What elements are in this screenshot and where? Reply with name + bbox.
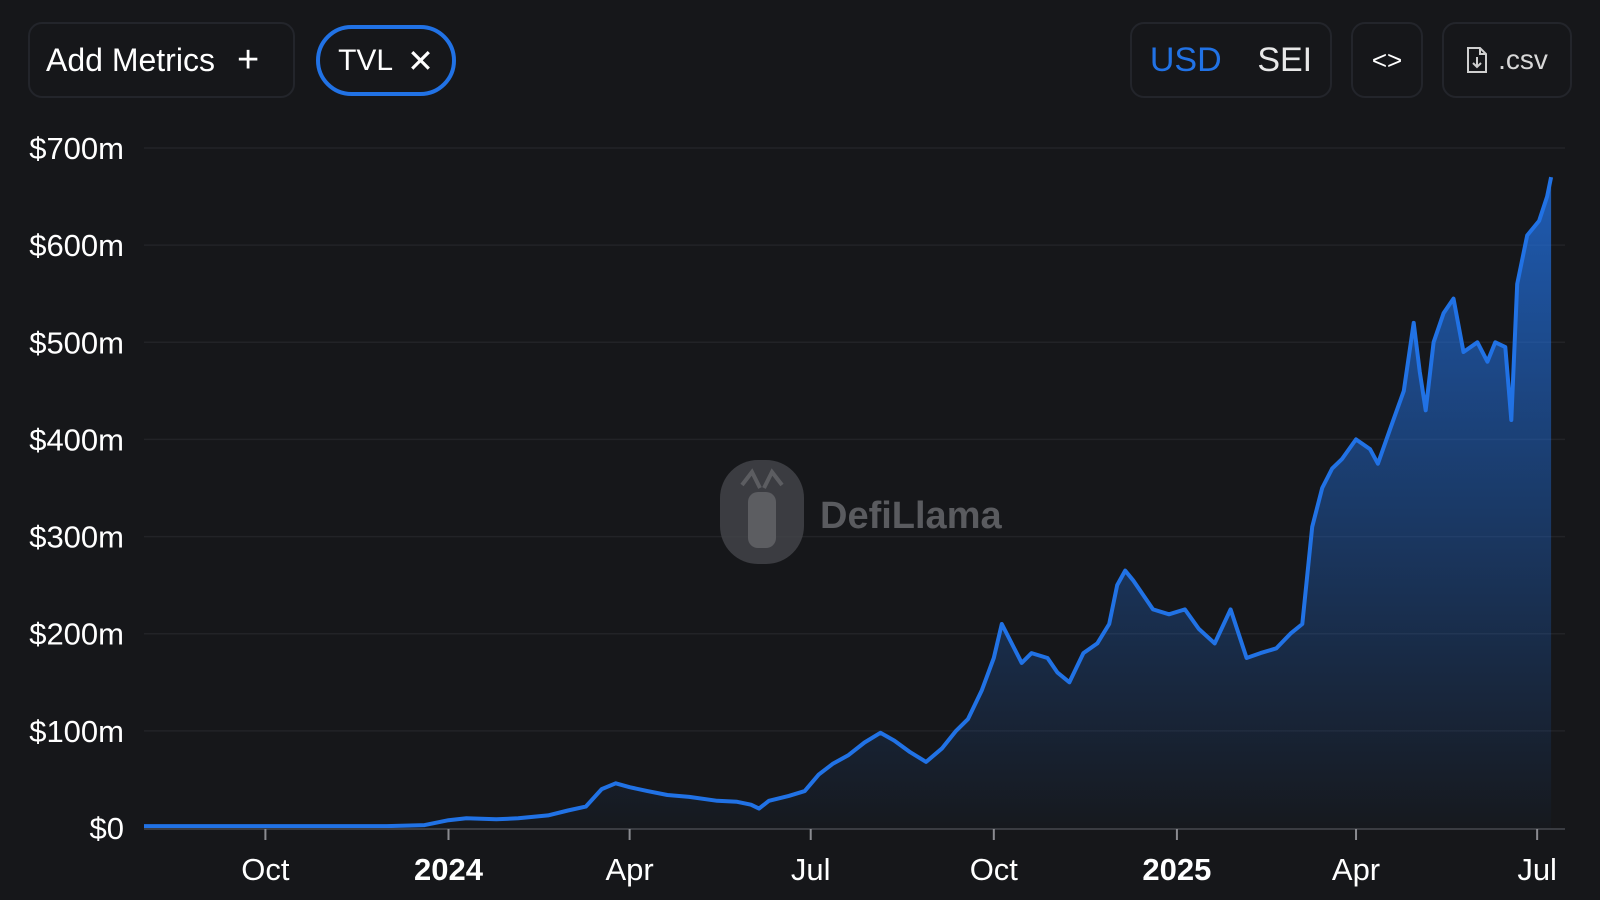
- y-tick-label: $400m: [29, 422, 124, 457]
- watermark: DefiLlama: [720, 460, 1002, 564]
- plus-icon: +: [236, 39, 260, 81]
- y-tick-label: $700m: [29, 131, 124, 166]
- csv-label: .csv: [1498, 44, 1548, 75]
- x-axis: Oct 2024 Apr Jul Oct 2025 Apr Jul: [241, 829, 1557, 887]
- metric-chip-label: TVL: [338, 43, 394, 77]
- llama-logo-icon: [720, 460, 804, 564]
- toolbar: Add Metrics + TVL ✕ USD SEI <> .csv: [0, 0, 1600, 120]
- y-tick-label: $0: [90, 811, 124, 846]
- x-tick-label: 2024: [414, 852, 484, 887]
- currency-toggle: USD SEI: [1130, 22, 1332, 98]
- x-tick-label: Jul: [1517, 852, 1557, 887]
- file-download-icon: [1467, 47, 1488, 73]
- code-brackets-icon: <>: [1371, 44, 1403, 75]
- y-tick-label: $100m: [29, 714, 124, 749]
- y-tick-label: $600m: [29, 228, 124, 263]
- add-metrics-label: Add Metrics: [46, 41, 215, 78]
- x-tick-label: Oct: [241, 852, 290, 887]
- x-tick-label: Jul: [791, 852, 831, 887]
- y-tick-label: $300m: [29, 520, 124, 555]
- x-tick-label: Oct: [970, 852, 1019, 887]
- x-tick-label: Apr: [1332, 852, 1380, 887]
- y-tick-label: $500m: [29, 325, 124, 360]
- tvl-series-line: [144, 176, 1554, 829]
- watermark-text: DefiLlama: [820, 495, 1002, 537]
- currency-option-sei[interactable]: SEI: [1257, 40, 1313, 79]
- csv-download-button[interactable]: .csv: [1442, 22, 1572, 98]
- y-axis: $0 $100m $200m $300m $400m $500m $600m $700m: [29, 131, 124, 846]
- metric-chip-tvl[interactable]: TVL ✕: [316, 25, 456, 96]
- close-icon[interactable]: ✕: [407, 42, 434, 79]
- currency-option-usd[interactable]: USD: [1149, 40, 1222, 79]
- add-metrics-button[interactable]: Add Metrics +: [28, 22, 295, 98]
- x-tick-label: Apr: [605, 852, 653, 887]
- embed-button[interactable]: <>: [1351, 22, 1423, 98]
- tvl-chart: DefiLlama $0 $100m $200m $300m $400m $500m $60…: [29, 131, 1565, 887]
- tvl-area: [144, 177, 1552, 829]
- x-tick-label: 2025: [1142, 852, 1211, 887]
- chart-grid: [144, 147, 1565, 732]
- y-tick-label: $200m: [29, 617, 124, 652]
